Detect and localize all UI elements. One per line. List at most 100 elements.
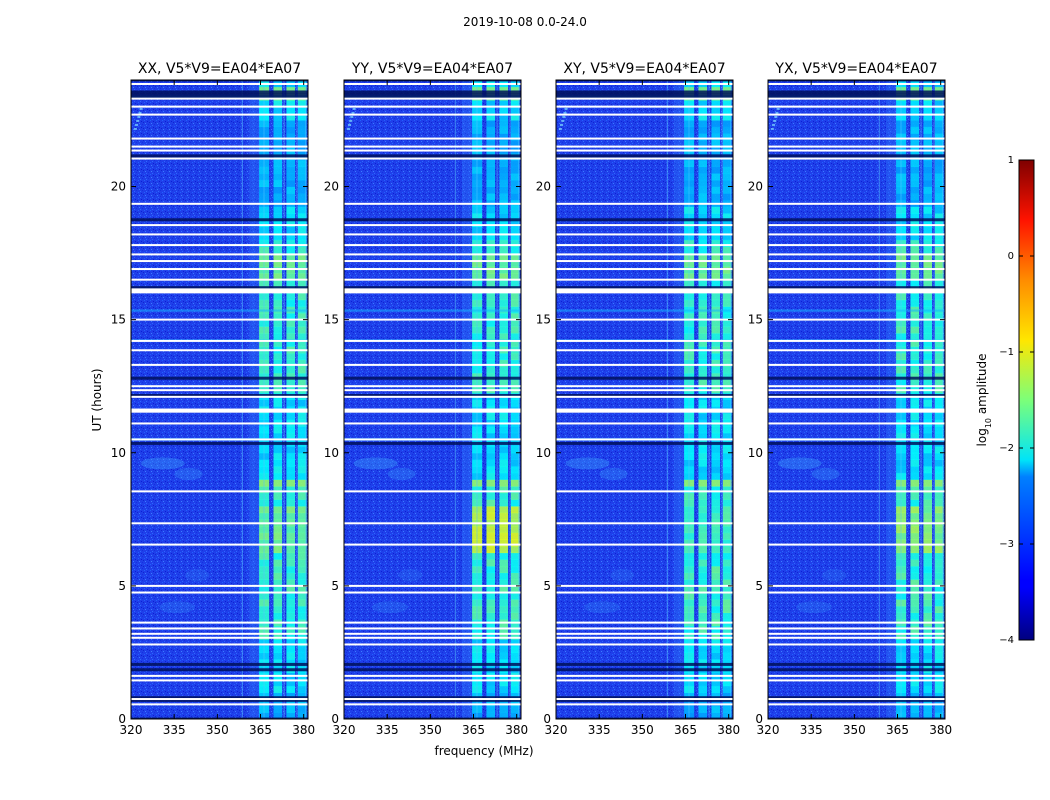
figure-title: 2019-10-08 0.0-24.0 bbox=[463, 15, 587, 29]
flagged-row bbox=[556, 137, 733, 140]
y-tick-label: 5 bbox=[118, 579, 126, 593]
flagged-row bbox=[556, 318, 733, 321]
flagged-row bbox=[556, 632, 733, 635]
flagged-row bbox=[131, 224, 308, 227]
flagged-row bbox=[768, 97, 945, 100]
flagged-row bbox=[768, 674, 945, 677]
flagged-row bbox=[131, 490, 308, 493]
flagged-row bbox=[344, 137, 521, 140]
flagged-row bbox=[556, 636, 733, 639]
flagged-row bbox=[768, 318, 945, 321]
flagged-row bbox=[131, 137, 308, 140]
y-tick-label: 10 bbox=[748, 446, 763, 460]
panel-xx: XX, V5*V9=EA04*EA07 320 335 350 365 380 0 5 10 15… bbox=[111, 61, 315, 737]
flagged-row bbox=[344, 698, 521, 701]
panel-yx: YX, V5*V9=EA04*EA07 320 335 350 365 380 0 5 10 15… bbox=[748, 61, 952, 737]
flagged-row bbox=[768, 82, 945, 85]
flagged-row bbox=[768, 591, 945, 594]
y-tick-label: 10 bbox=[324, 446, 339, 460]
flagged-row bbox=[768, 679, 945, 682]
flagged-row bbox=[556, 422, 733, 425]
x-tick-label: 380 bbox=[292, 723, 315, 737]
flagged-row bbox=[556, 244, 733, 247]
flagged-row bbox=[768, 137, 945, 140]
flagged-row bbox=[344, 643, 521, 646]
flagged-row bbox=[768, 490, 945, 493]
flagged-row bbox=[131, 698, 308, 701]
flagged-row bbox=[768, 422, 945, 425]
flagged-row bbox=[344, 522, 521, 525]
flagged-row bbox=[131, 202, 308, 205]
flagged-row bbox=[344, 253, 521, 256]
flagged-row bbox=[131, 244, 308, 247]
waterfall-image bbox=[768, 80, 945, 719]
x-tick-label: 380 bbox=[717, 723, 740, 737]
y-tick-label: 15 bbox=[324, 313, 339, 327]
flagged-row bbox=[131, 395, 308, 398]
flagged-row bbox=[556, 674, 733, 677]
flagged-row bbox=[768, 363, 945, 366]
flagged-row bbox=[344, 438, 521, 441]
flagged-row bbox=[556, 698, 733, 701]
flagged-row bbox=[768, 157, 945, 160]
flagged-row bbox=[556, 278, 733, 281]
x-tick-label: 350 bbox=[843, 723, 866, 737]
flagged-row bbox=[768, 632, 945, 635]
flagged-row bbox=[556, 145, 733, 148]
panel-title: YX, V5*V9=EA04*EA07 bbox=[774, 61, 937, 77]
flagged-row bbox=[768, 105, 945, 108]
flagged-row bbox=[556, 363, 733, 366]
y-tick-label: 15 bbox=[748, 313, 763, 327]
flagged-row bbox=[131, 339, 308, 342]
flagged-row bbox=[556, 621, 733, 624]
x-axis-label: frequency (MHz) bbox=[434, 744, 533, 758]
flagged-row bbox=[768, 522, 945, 525]
flagged-row bbox=[556, 389, 733, 392]
flagged-row bbox=[768, 253, 945, 256]
flagged-row bbox=[556, 105, 733, 108]
x-tick-label: 335 bbox=[588, 723, 611, 737]
flagged-row bbox=[556, 260, 733, 263]
y-tick-label: 5 bbox=[755, 579, 763, 593]
colorbar-tick-label: −1 bbox=[999, 347, 1014, 358]
panel-title: XY, V5*V9=EA04*EA07 bbox=[563, 61, 725, 77]
flagged-row bbox=[344, 82, 521, 85]
flagged-row bbox=[344, 268, 521, 271]
y-tick-label: 20 bbox=[324, 180, 339, 194]
waterfall-image bbox=[556, 80, 733, 719]
flagged-row bbox=[556, 643, 733, 646]
x-tick-label: 350 bbox=[419, 723, 442, 737]
flagged-row bbox=[131, 591, 308, 594]
flagged-row bbox=[344, 202, 521, 205]
y-tick-label: 20 bbox=[536, 180, 551, 194]
colorbar: 1 0 −1 −2 −3 −4 log10 amplitude bbox=[975, 155, 1035, 646]
flagged-row bbox=[344, 339, 521, 342]
flagged-row bbox=[344, 543, 521, 546]
flagged-row bbox=[768, 145, 945, 148]
flagged-row bbox=[768, 385, 945, 388]
flagged-row bbox=[344, 233, 521, 236]
y-tick-label: 10 bbox=[111, 446, 126, 460]
flagged-row bbox=[131, 627, 308, 630]
y-axis-label: UT (hours) bbox=[90, 368, 104, 431]
flagged-row bbox=[768, 224, 945, 227]
flagged-row bbox=[344, 703, 521, 706]
flagged-row bbox=[131, 632, 308, 635]
flagged-row bbox=[768, 278, 945, 281]
flagged-row bbox=[768, 260, 945, 263]
flagged-row bbox=[131, 363, 308, 366]
x-tick-label: 365 bbox=[462, 723, 485, 737]
colorbar-gradient bbox=[1018, 159, 1035, 641]
flagged-row bbox=[556, 233, 733, 236]
y-tick-label: 5 bbox=[543, 579, 551, 593]
x-tick-label: 320 bbox=[545, 723, 568, 737]
flagged-row bbox=[131, 82, 308, 85]
flagged-row bbox=[344, 97, 521, 100]
waterfall-image bbox=[131, 80, 308, 719]
flagged-row bbox=[344, 389, 521, 392]
flagged-row bbox=[344, 157, 521, 160]
y-tick-label: 10 bbox=[536, 446, 551, 460]
flagged-row bbox=[131, 253, 308, 256]
flagged-row bbox=[131, 679, 308, 682]
